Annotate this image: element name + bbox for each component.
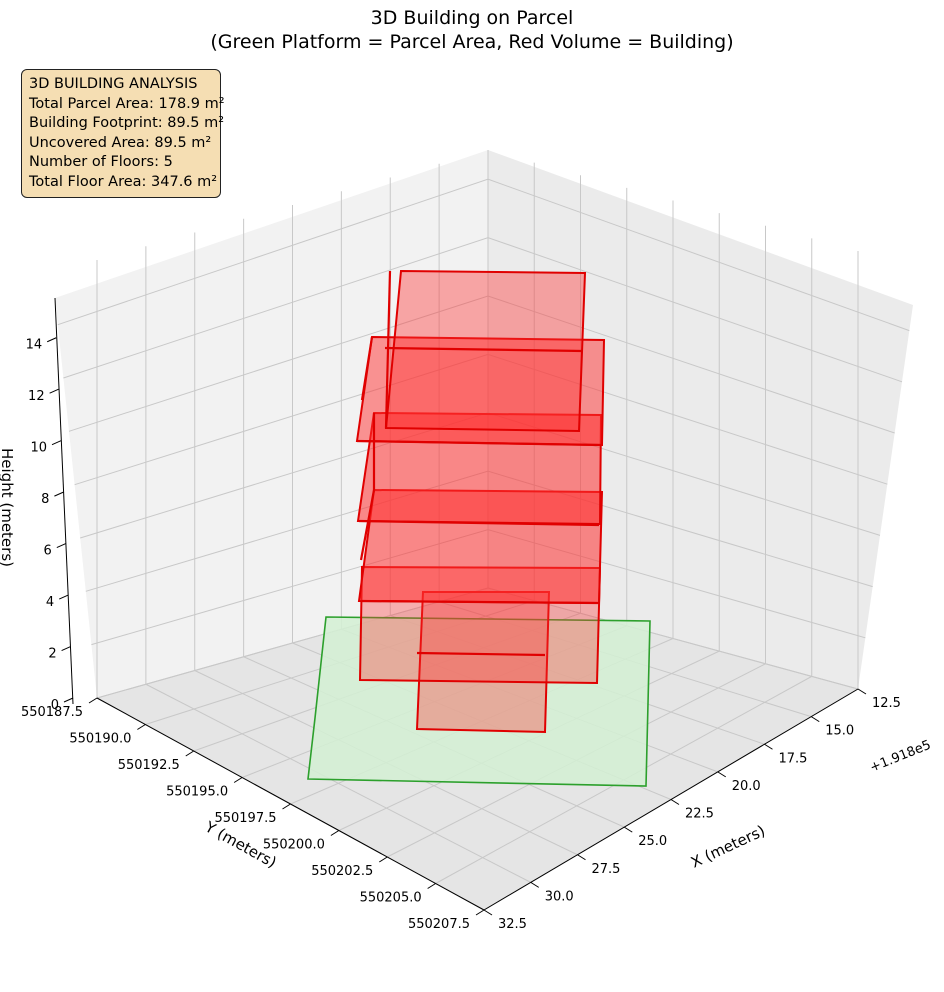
y-tick-mark (185, 750, 195, 757)
y-tick-mark (378, 856, 388, 863)
x-tick-mark (857, 688, 867, 695)
building-edge (356, 439, 602, 447)
y-tick-label: 550190.0 (69, 732, 131, 747)
analysis-parcel-area: Total Parcel Area: 178.9 m² (29, 95, 225, 112)
y-tick-label: 550197.5 (214, 811, 276, 826)
y-tick-mark (282, 803, 291, 810)
building-edge (359, 489, 376, 561)
z-axis-line (54, 297, 74, 705)
analysis-floor-area: Total Floor Area: 347.6 m² (29, 173, 218, 190)
z-tick-mark (49, 388, 59, 394)
y-tick-label: 550205.0 (360, 891, 422, 906)
y-tick-mark (475, 909, 485, 916)
title-line: 3D Building on Parcel (370, 7, 574, 29)
y-tick-label: 550192.5 (118, 758, 180, 773)
x-tick-label: 30.0 (545, 889, 574, 904)
chart-title: 3D Building on Parcel (Green Platform = … (0, 6, 944, 54)
x-tick-mark (764, 743, 773, 750)
analysis-floors: Number of Floors: 5 (29, 154, 173, 170)
x-offset-label: +1.918e5 (868, 738, 933, 776)
building-floor-5 (384, 269, 587, 433)
y-tick-label: 550207.5 (408, 917, 470, 932)
grid-line-z (57, 178, 910, 332)
building-edge (361, 599, 599, 605)
y-tick-label: 550195.0 (166, 785, 228, 800)
z-tick-mark (54, 491, 64, 497)
x-tick-mark (530, 881, 540, 888)
z-tick-label: 4 (46, 595, 54, 610)
y-tick-label: 550200.0 (263, 838, 325, 853)
z-tick-label: 6 (44, 544, 52, 559)
z-tick-mark (58, 594, 69, 600)
x-tick-mark (717, 771, 727, 778)
grid-line-z (63, 237, 903, 383)
grid-line-z (68, 295, 895, 434)
z-tick-mark (61, 646, 71, 651)
y-tick-mark (330, 830, 340, 836)
x-tick-label: 32.5 (498, 917, 527, 932)
x-tick-label: 22.5 (685, 807, 714, 822)
z-tick-label: 8 (41, 492, 49, 507)
x-axis-label: X (meters) (688, 822, 768, 872)
x-tick-label: 12.5 (872, 696, 901, 711)
subtitle-line: (Green Platform = Parcel Area, Red Volum… (210, 31, 734, 53)
y-tick-mark (427, 883, 436, 889)
building-edge (358, 519, 600, 527)
x-tick-label: 17.5 (779, 751, 808, 766)
parcel-platform (307, 616, 651, 787)
building-volume (355, 269, 606, 734)
z-tick-label: 0 (51, 698, 59, 713)
analysis-footprint: Building Footprint: 89.5 m² (29, 115, 225, 131)
y-tick-mark (88, 697, 98, 704)
y-tick-label: 550187.5 (21, 705, 83, 720)
x-tick-mark (623, 826, 633, 833)
y-tick-label: 550202.5 (311, 864, 373, 879)
x-tick-label: 20.0 (732, 779, 761, 794)
building-edge (416, 651, 546, 657)
z-axis-label: Height (meters) (0, 448, 16, 567)
building-floor-4 (355, 335, 606, 447)
z-tick-mark (63, 697, 74, 703)
z-tick-label: 12 (28, 389, 45, 404)
x-tick-mark (810, 716, 820, 723)
z-tick-label: 2 (48, 647, 56, 662)
x-tick-label: 15.0 (825, 724, 854, 739)
z-tick-label: 14 (26, 338, 43, 353)
y-tick-mark (233, 777, 243, 783)
z-tick-mark (46, 337, 57, 343)
analysis-heading: 3D BUILDING ANALYSIS (29, 76, 198, 92)
building-edge (384, 346, 583, 353)
x-tick-mark (577, 854, 586, 861)
parcel-polygon (307, 616, 651, 787)
x-tick-label: 25.0 (638, 834, 667, 849)
x-tick-label: 27.5 (592, 862, 621, 877)
analysis-box: 3D BUILDING ANALYSIS Total Parcel Area: … (21, 69, 225, 198)
analysis-uncovered: Uncovered Area: 89.5 m² (29, 134, 212, 151)
x-tick-mark (483, 909, 493, 916)
y-tick-mark (137, 724, 146, 730)
z-tick-mark (51, 440, 62, 446)
building-edge (360, 336, 374, 401)
z-tick-label: 10 (30, 441, 47, 456)
x-tick-mark (670, 799, 680, 805)
z-tick-mark (56, 543, 67, 549)
building-edge (384, 270, 392, 429)
